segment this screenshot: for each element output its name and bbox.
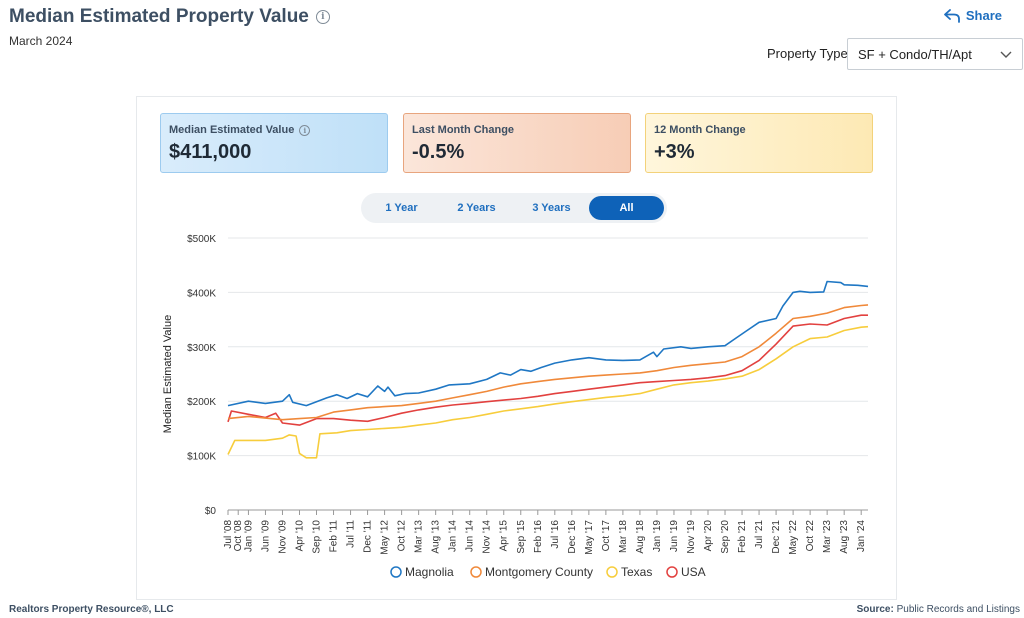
- y-tick-label: $300K: [187, 343, 216, 354]
- x-tick-label: Aug '13: [431, 520, 442, 554]
- x-tick-label: Sep '20: [720, 520, 731, 554]
- x-tick-label: Mar '18: [618, 520, 629, 553]
- y-tick-label: $500K: [187, 234, 216, 245]
- range-option-1-year[interactable]: 1 Year: [385, 202, 418, 214]
- chevron-down-icon: [1000, 51, 1012, 58]
- x-tick-label: Jul '11: [346, 520, 357, 548]
- legend-label-montgomery-county: Montgomery County: [485, 565, 593, 579]
- x-tick-label: Aug '18: [635, 520, 646, 554]
- x-tick-label: Jan '09: [243, 520, 254, 552]
- stat-label-text: Median Estimated Value: [169, 124, 295, 136]
- x-tick-label: Apr '15: [499, 520, 510, 552]
- x-tick-label: Sep '10: [312, 520, 323, 554]
- x-tick-label: Oct '17: [601, 520, 612, 552]
- stat-median-value: Median Estimated Value i $411,000: [160, 113, 388, 173]
- info-icon[interactable]: i: [315, 10, 330, 24]
- y-tick-label: $0: [205, 506, 217, 517]
- y-tick-label: $100K: [187, 452, 216, 463]
- x-tick-label: Sep '15: [516, 520, 527, 554]
- property-type-select[interactable]: SF + Condo/TH/Apt: [847, 38, 1023, 70]
- page-title: Median Estimated Property Value: [9, 6, 309, 27]
- x-tick-label: Dec '21: [771, 520, 782, 554]
- range-option-3-years[interactable]: 3 Years: [532, 202, 571, 214]
- x-tick-label: Jan '14: [448, 520, 459, 552]
- footer-source-label: Source:: [856, 604, 894, 615]
- x-tick-label: Mar '23: [822, 520, 833, 553]
- series-line-usa: [227, 314, 868, 426]
- legend-marker-magnolia: [390, 566, 402, 578]
- x-tick-label: Jun '09: [260, 520, 271, 552]
- property-type-label: Property Type: [767, 46, 848, 61]
- footer-attribution: Realtors Property Resource®, LLC: [9, 604, 174, 615]
- series-line-texas: [227, 325, 869, 459]
- x-tick-label: Jul '21: [754, 520, 765, 549]
- stat-value: $411,000: [169, 141, 252, 163]
- x-tick-label: Oct '22: [805, 520, 816, 552]
- legend-marker-texas: [606, 566, 618, 578]
- chart-card: Median Estimated Value i $411,000 Last M…: [136, 96, 897, 600]
- range-option-2-years[interactable]: 2 Years: [457, 202, 496, 214]
- x-tick-label: Jun '19: [669, 520, 680, 552]
- x-tick-label: Nov '14: [482, 520, 493, 554]
- x-tick-label: Oct '08: [233, 520, 244, 552]
- x-tick-label: Nov '09: [277, 520, 288, 554]
- stat-12-month-change: 12 Month Change +3%: [645, 113, 873, 173]
- stat-value: +3%: [654, 141, 695, 163]
- x-tick-label: Mar '13: [414, 520, 425, 553]
- x-tick-label: Apr '20: [703, 520, 714, 552]
- range-selector: 1 Year 2 Years 3 Years All: [361, 193, 667, 223]
- legend-label-magnolia: Magnolia: [405, 565, 454, 579]
- page-subtitle: March 2024: [9, 34, 73, 48]
- x-tick-label: Jan '19: [652, 520, 663, 552]
- series-line-magnolia: [227, 280, 869, 407]
- y-axis-label: Median Estimated Value: [162, 315, 174, 433]
- x-tick-label: Jan '24: [856, 520, 867, 552]
- footer-source: Source: Public Records and Listings: [857, 604, 1020, 615]
- x-tick-label: May '17: [584, 520, 595, 555]
- x-tick-label: Dec '16: [567, 520, 578, 554]
- footer-source-value: Public Records and Listings: [896, 604, 1020, 615]
- share-button[interactable]: Share: [943, 8, 1002, 23]
- legend-label-usa: USA: [681, 565, 706, 579]
- x-tick-label: Apr '10: [294, 520, 305, 552]
- stat-value: -0.5%: [412, 141, 465, 163]
- x-tick-label: Feb '21: [737, 520, 748, 553]
- info-icon[interactable]: i: [299, 124, 311, 136]
- stat-last-month-change: Last Month Change -0.5%: [403, 113, 631, 173]
- stat-label: Last Month Change: [412, 124, 515, 136]
- x-tick-label: Jul '08: [223, 520, 234, 549]
- y-tick-label: $400K: [187, 288, 216, 299]
- share-label: Share: [965, 8, 1002, 23]
- property-type-value: SF + Condo/TH/Apt: [858, 47, 972, 62]
- x-tick-label: Jul '16: [550, 520, 561, 549]
- x-tick-label: Jun '14: [465, 520, 476, 552]
- stat-label: Median Estimated Value i: [169, 124, 379, 136]
- share-icon: [943, 8, 960, 23]
- legend-marker-montgomery-county: [470, 566, 482, 578]
- x-tick-label: Feb '11: [329, 520, 340, 553]
- x-tick-label: May '12: [380, 520, 391, 555]
- y-tick-label: $200K: [187, 397, 216, 408]
- line-chart: $0 $100K $200K $300K $400K $500K Jul '08 Oct '0…: [162, 234, 869, 579]
- legend-label-texas: Texas: [621, 565, 652, 579]
- x-tick-label: Nov '19: [686, 520, 697, 554]
- x-tick-label: May '22: [788, 520, 799, 555]
- x-tick-label: Dec '11: [363, 520, 374, 553]
- stat-label: 12 Month Change: [654, 124, 746, 136]
- series-line-montgomery-county: [227, 304, 869, 421]
- x-tick-label: Aug '23: [839, 520, 850, 554]
- page-title-row: Median Estimated Property Value i: [9, 6, 330, 28]
- x-tick-label: Oct '12: [397, 520, 408, 552]
- legend-marker-usa: [666, 566, 678, 578]
- range-option-all[interactable]: All: [589, 196, 664, 220]
- x-tick-label: Feb '16: [533, 520, 544, 553]
